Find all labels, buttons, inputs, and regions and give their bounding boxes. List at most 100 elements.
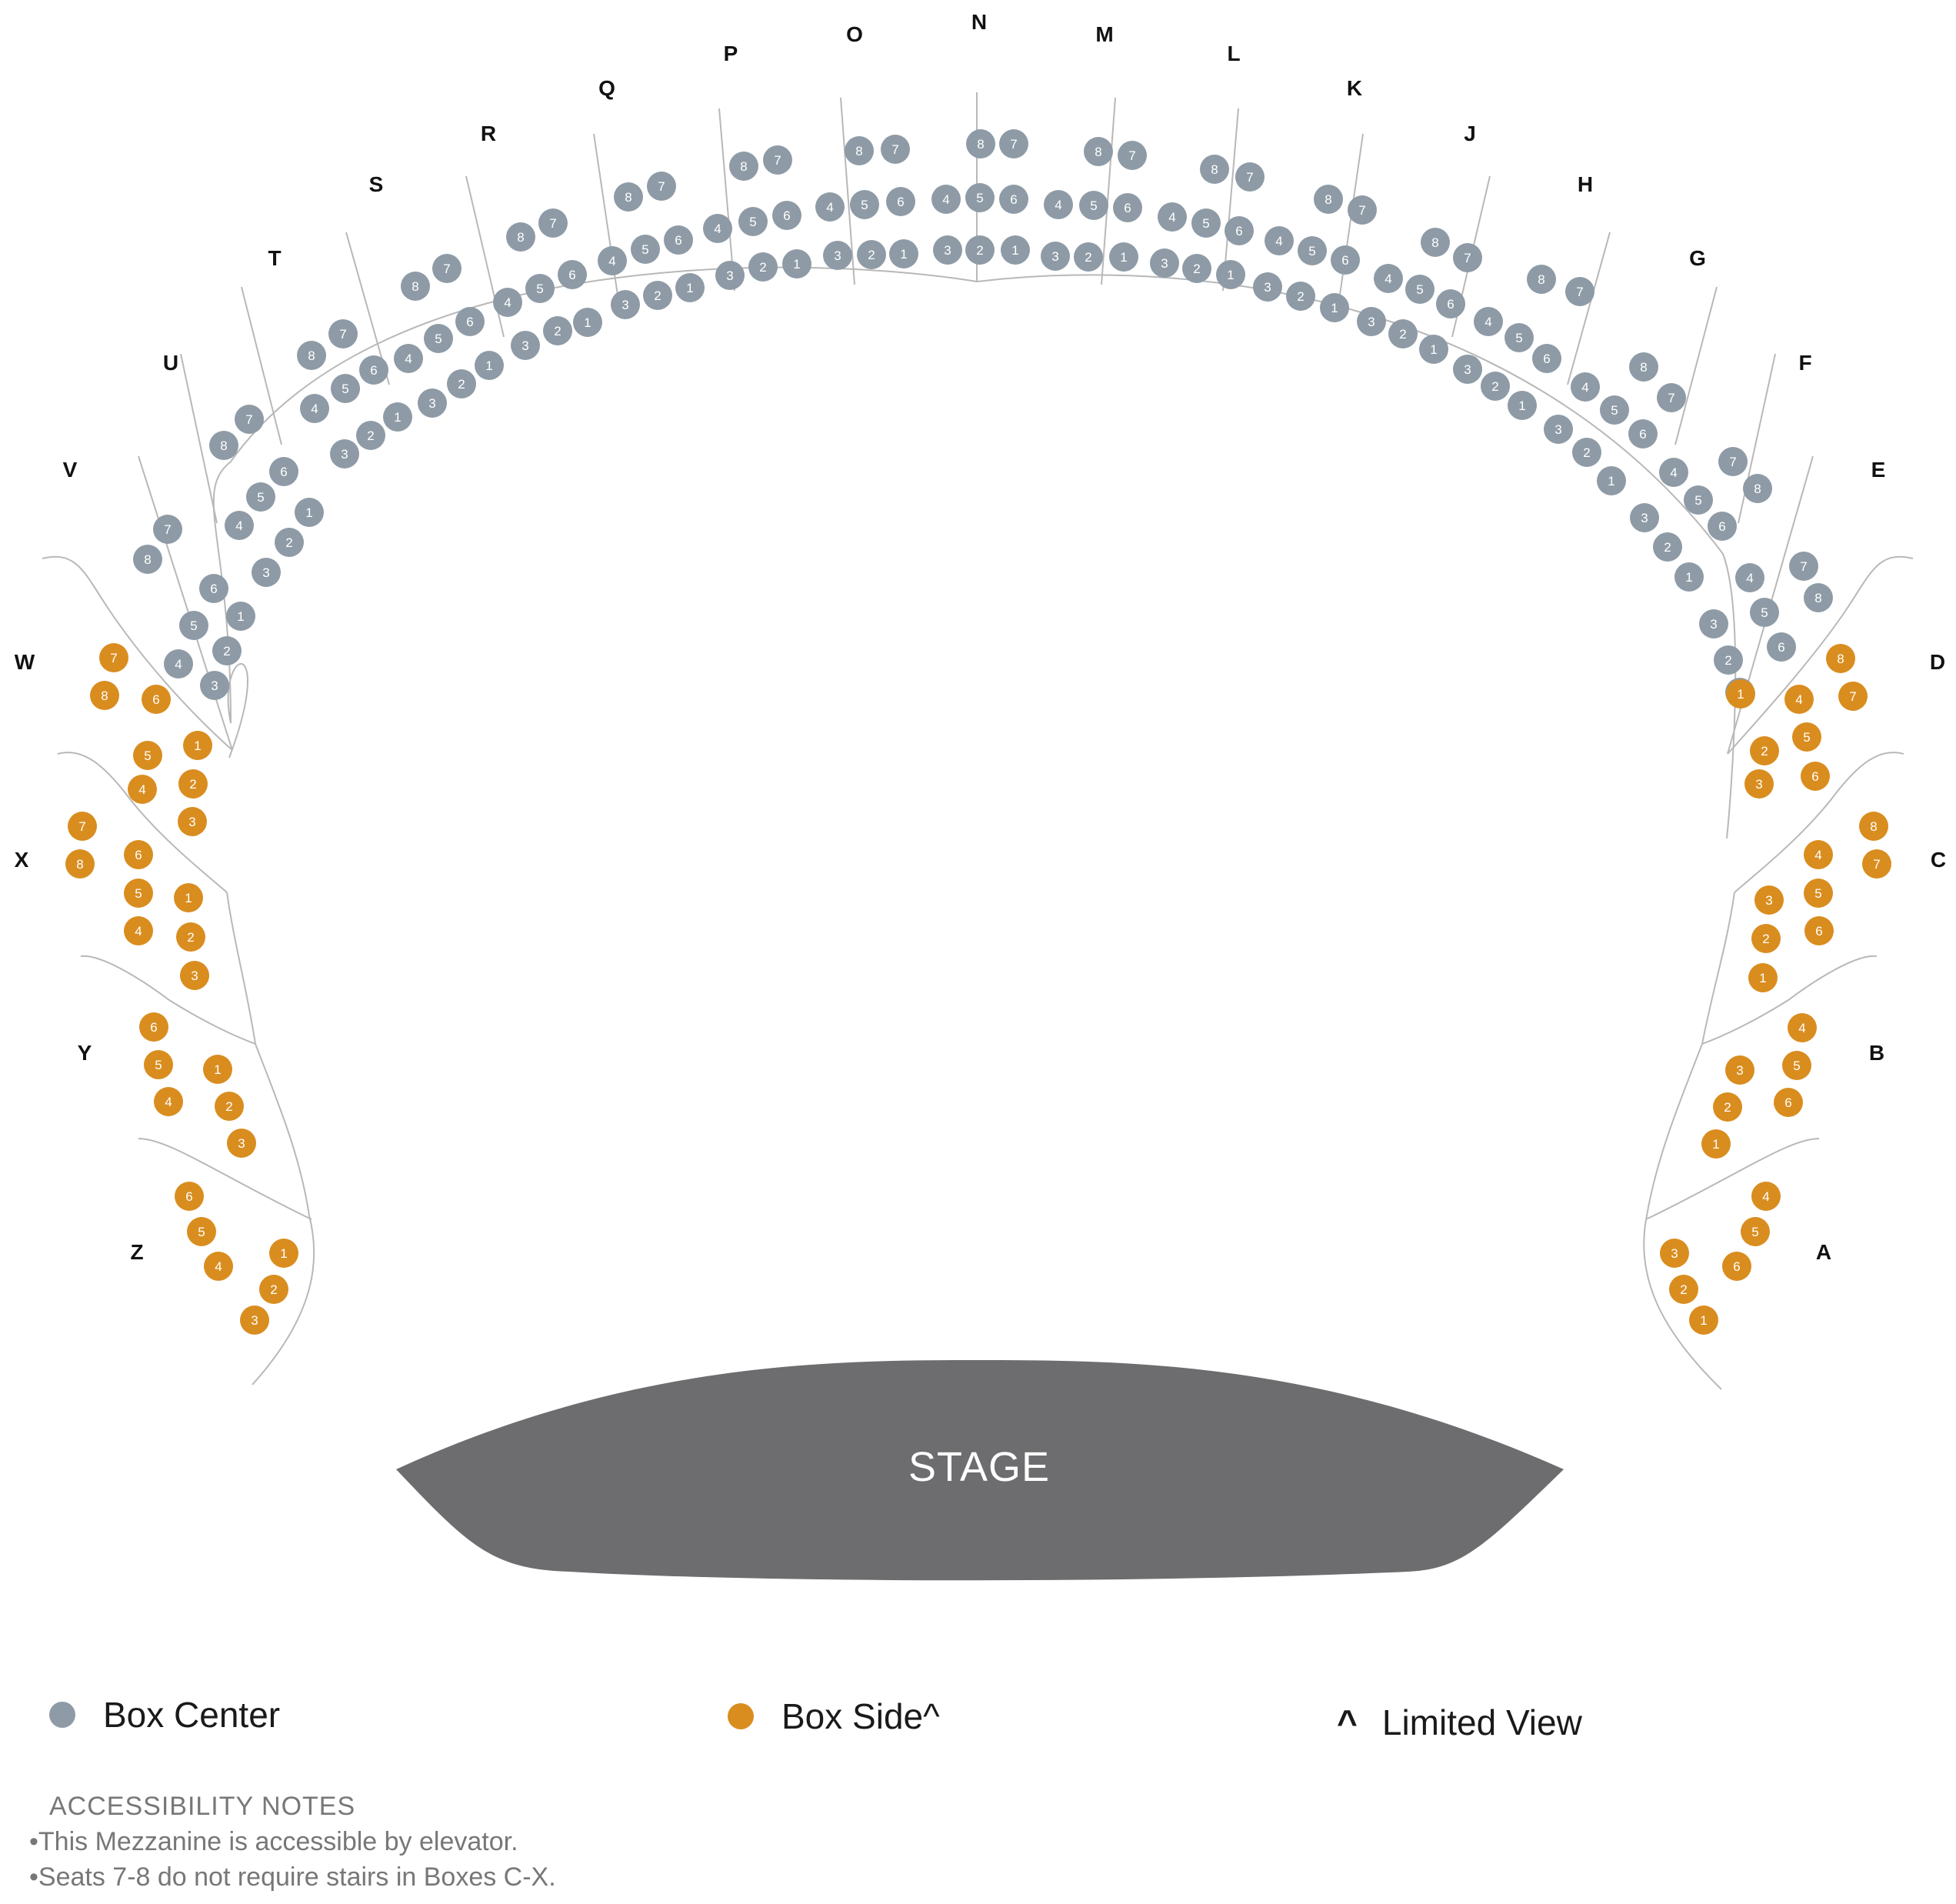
seat-T-6[interactable] (359, 355, 388, 385)
seat-B-4[interactable] (1788, 1013, 1817, 1042)
seat-F-5[interactable] (1684, 485, 1713, 515)
seat-S-1[interactable] (475, 351, 504, 380)
seat-Q-5[interactable] (631, 235, 660, 264)
seat-R-8[interactable] (506, 222, 535, 252)
seat-M-6[interactable] (1113, 193, 1142, 222)
seat-E-5[interactable] (1750, 598, 1779, 627)
seat-U-5[interactable] (246, 482, 275, 512)
seat-J-1[interactable] (1419, 335, 1448, 364)
seat-P-2[interactable] (748, 252, 778, 282)
seat-P-1[interactable] (782, 249, 811, 278)
seat-J-7[interactable] (1453, 243, 1482, 272)
seat-D-6[interactable] (1801, 762, 1830, 791)
seat-R-7[interactable] (538, 208, 568, 238)
seat-F-6[interactable] (1708, 512, 1737, 541)
seat-U-1[interactable] (295, 498, 324, 527)
seat-Z-2[interactable] (259, 1275, 288, 1304)
seat-J-6[interactable] (1436, 289, 1465, 318)
seat-C-6[interactable] (1804, 916, 1834, 945)
seat-U-6[interactable] (269, 457, 298, 486)
seat-X-4[interactable] (124, 916, 153, 945)
seat-P-6[interactable] (772, 201, 801, 230)
seat-R-1[interactable] (573, 308, 602, 337)
seat-S-7[interactable] (432, 254, 462, 283)
seat-Y-6[interactable] (139, 1012, 168, 1042)
seat-K-3[interactable] (1253, 272, 1282, 302)
seat-C-4[interactable] (1804, 840, 1833, 869)
seat-J-5[interactable] (1405, 275, 1435, 304)
seat-N-6[interactable] (999, 185, 1028, 214)
seat-Q-8[interactable] (614, 182, 643, 212)
seat-B-5[interactable] (1782, 1051, 1811, 1080)
seat-T-1[interactable] (383, 402, 412, 432)
seat-H-6[interactable] (1532, 344, 1561, 373)
seat-M-2[interactable] (1074, 242, 1103, 272)
seat-L-3[interactable] (1150, 248, 1179, 278)
seat-G-2[interactable] (1572, 438, 1601, 467)
seat-D-4[interactable] (1784, 685, 1814, 714)
seat-Z-4[interactable] (204, 1252, 233, 1281)
seat-O-6[interactable] (886, 187, 915, 216)
seat-Z-3[interactable] (240, 1305, 269, 1335)
seat-Y-2[interactable] (215, 1092, 244, 1121)
seat-O-1[interactable] (889, 239, 918, 268)
seat-S-4[interactable] (394, 344, 423, 373)
seat-G-1[interactable] (1597, 466, 1626, 495)
seat-Y-4[interactable] (154, 1087, 183, 1116)
seat-J-4[interactable] (1374, 264, 1403, 293)
seat-L-1[interactable] (1216, 260, 1245, 289)
seat-Z-6[interactable] (175, 1182, 204, 1211)
seat-T-5[interactable] (331, 374, 360, 403)
seat-S-8[interactable] (401, 272, 430, 301)
seat-L-8[interactable] (1200, 155, 1229, 184)
seat-B-2[interactable] (1713, 1092, 1742, 1122)
seat-X-5[interactable] (124, 879, 153, 908)
seat-M-7[interactable] (1118, 141, 1147, 170)
seat-V-7[interactable] (153, 515, 182, 544)
seat-V-1[interactable] (226, 602, 255, 631)
seat-W-6[interactable] (142, 685, 171, 714)
seat-S-6[interactable] (455, 307, 485, 336)
seat-G-5[interactable] (1600, 395, 1629, 425)
seat-G-7[interactable] (1657, 383, 1686, 412)
seat-F-1[interactable] (1674, 562, 1704, 592)
seat-M-8[interactable] (1084, 137, 1113, 166)
seat-V-4[interactable] (164, 649, 193, 679)
seat-Q-4[interactable] (598, 246, 627, 275)
seat-F-2[interactable] (1653, 532, 1682, 562)
seat-M-1[interactable] (1109, 242, 1138, 272)
seat-R-4[interactable] (493, 288, 522, 317)
seat-S-5[interactable] (424, 324, 453, 353)
seat-J-2[interactable] (1388, 319, 1418, 348)
seat-W-4[interactable] (128, 775, 157, 804)
seat-A-1[interactable] (1689, 1305, 1718, 1335)
seat-W-2[interactable] (178, 769, 208, 799)
seat-O-2[interactable] (857, 240, 886, 269)
seat-D-3[interactable] (1744, 769, 1774, 799)
seat-X-8[interactable] (65, 849, 95, 879)
seat-S-2[interactable] (447, 369, 476, 398)
seat-M-3[interactable] (1041, 242, 1070, 271)
seat-G-8[interactable] (1629, 352, 1658, 382)
seat-L-6[interactable] (1225, 216, 1254, 245)
seat-O-8[interactable] (845, 136, 874, 165)
seat-R-6[interactable] (558, 260, 587, 289)
seat-N-8[interactable] (966, 129, 995, 158)
seat-O-5[interactable] (850, 190, 879, 219)
seat-E-4[interactable] (1735, 563, 1764, 592)
seat-P-5[interactable] (738, 207, 768, 236)
seat-C-1[interactable] (1748, 963, 1778, 992)
seat-L-7[interactable] (1235, 162, 1265, 192)
seat-W-3[interactable] (178, 807, 207, 836)
seat-Q-2[interactable] (643, 281, 672, 310)
seat-A-3[interactable] (1660, 1239, 1689, 1268)
seat-W-5[interactable] (133, 741, 162, 770)
seat-Q-3[interactable] (611, 290, 640, 319)
seat-W-7[interactable] (99, 643, 128, 672)
seat-W-8[interactable] (90, 681, 119, 710)
seat-D-7[interactable] (1838, 682, 1868, 711)
seat-B-3[interactable] (1725, 1055, 1754, 1085)
seat-H-2[interactable] (1481, 372, 1510, 401)
seat-R-2[interactable] (543, 316, 572, 345)
seat-P-8[interactable] (729, 152, 758, 181)
